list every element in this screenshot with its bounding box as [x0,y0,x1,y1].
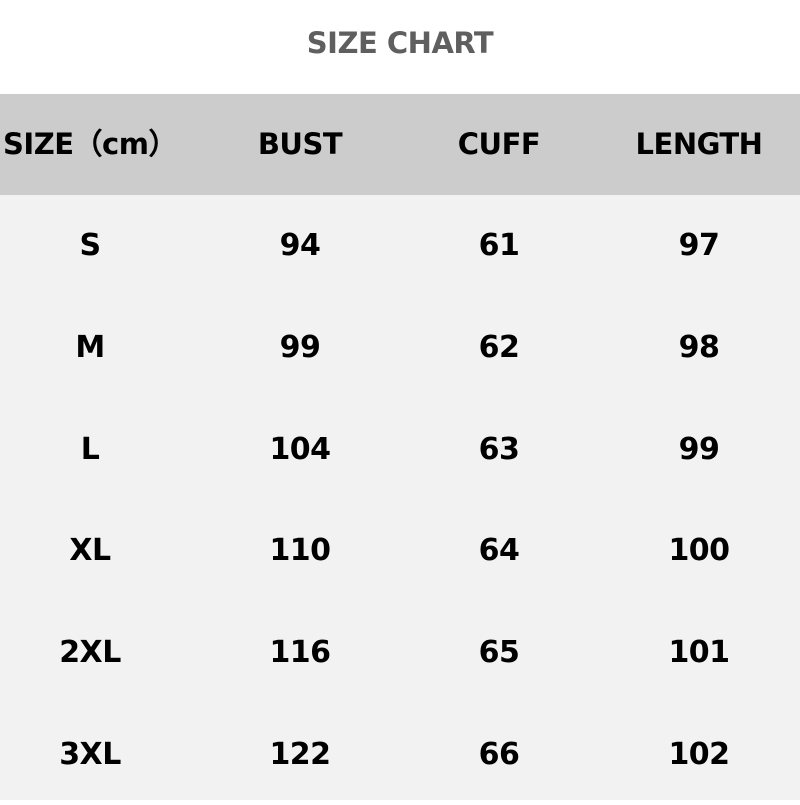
table-row: 2XL 116 65 101 [0,602,800,703]
cell-length: 101 [668,635,730,670]
column-header-cuff: CUFF [457,127,541,161]
page-title: SIZE CHART [306,26,494,60]
cell-length: 100 [668,533,730,568]
cell-cuff: 64 [478,533,520,568]
table-row: 3XL 122 66 102 [0,704,800,805]
cell-cuff: 61 [478,228,520,263]
table-row: XL 110 64 100 [0,500,800,601]
cell-bust: 99 [279,330,321,365]
cell-bust: 122 [269,737,331,772]
cell-length: 99 [678,432,720,467]
cell-length: 102 [668,737,730,772]
table-row: L 104 63 99 [0,399,800,500]
table-row: S 94 61 97 [0,195,800,296]
cell-bust: 110 [269,533,331,568]
cell-size: M [75,330,105,365]
cell-cuff: 63 [478,432,520,467]
cell-cuff: 65 [478,635,520,670]
cell-size: 3XL [59,737,121,772]
cell-size: S [79,228,101,263]
cell-bust: 94 [279,228,321,263]
cell-size: L [80,432,100,467]
cell-bust: 104 [269,432,331,467]
cell-cuff: 62 [478,330,520,365]
column-header-size: SIZE（cm） [3,127,177,161]
column-header-length: LENGTH [635,127,763,161]
cell-size: XL [69,533,111,568]
cell-length: 97 [678,228,720,263]
cell-length: 98 [678,330,720,365]
cell-size: 2XL [59,635,121,670]
table-body: S 94 61 97 M 99 62 98 L 104 63 99 XL 110 64 100 2XL 116 65… [0,195,800,800]
cell-bust: 116 [269,635,331,670]
table-row: M 99 62 98 [0,297,800,398]
column-header-bust: BUST [257,127,343,161]
cell-cuff: 66 [478,737,520,772]
table-header: SIZE（cm） BUST CUFF LENGTH [0,94,800,195]
